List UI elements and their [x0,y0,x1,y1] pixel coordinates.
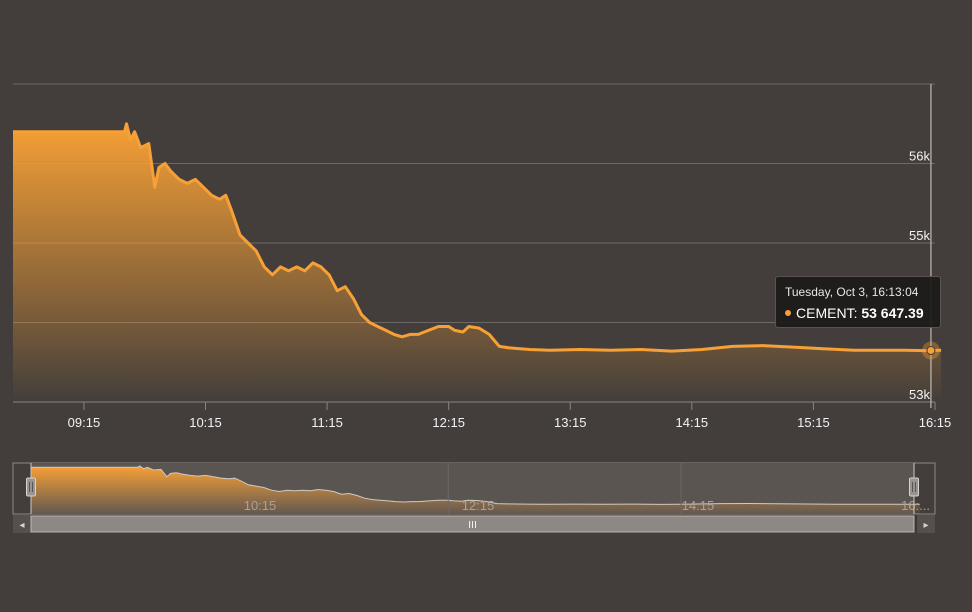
navigator-label: 12:15 [462,498,495,513]
scrollbar-grip-icon: III [468,520,477,531]
y-tick-label: 55k [909,228,930,243]
navigator-label: 10:15 [244,498,277,513]
navigator-line [31,465,920,505]
x-tick-label: 10:15 [189,415,222,430]
y-tick-label: 53k [909,387,930,402]
navigator-label: 14:15 [682,498,715,513]
scroll-left-arrow-icon: ◂ [19,520,24,531]
tooltip-value: 53 647.39 [861,305,924,321]
x-tick-label: 13:15 [554,415,587,430]
x-axis: 09:15 10:15 11:15 12:15 13:15 14:15 15:15 16:15 [68,402,952,430]
x-tick-label: 09:15 [68,415,101,430]
tooltip-series-line: CEMENT: 53 647.39 [785,305,932,321]
hover-point[interactable] [926,346,936,356]
x-tick-label: 12:15 [432,415,465,430]
series-area [13,123,942,403]
navigator-label: 16:... [901,498,930,513]
tooltip-series-name: CEMENT [796,305,854,321]
x-tick-label: 15:15 [797,415,830,430]
navigator-area [31,466,920,514]
tooltip-date: Tuesday, Oct 3, 16:13:04 [785,285,919,299]
scrollbar-right-button[interactable] [917,515,935,533]
x-tick-label: 14:15 [676,415,709,430]
y-tick-label: 56k [909,149,930,164]
navigator[interactable]: 10:15 12:15 14:15 16:... ◂ ▸ III [12,462,936,533]
series-dot-icon [785,310,791,317]
x-tick-label: 16:15 [919,415,952,430]
series-line [13,122,942,353]
plot-area[interactable] [13,84,942,408]
y-axis: 53k 55k 56k [909,149,930,403]
scrollbar-left-button[interactable] [13,515,31,533]
x-tick-label: 11:15 [311,415,343,430]
scrollbar-thumb[interactable] [30,515,915,533]
navigator-left-handle[interactable] [26,477,36,497]
tooltip-separator: : [853,305,862,321]
scroll-right-arrow-icon: ▸ [923,520,928,531]
navigator-right-handle[interactable] [909,477,919,497]
tooltip: Tuesday, Oct 3, 16:13:04 CEMENT: 53 647.… [775,276,941,328]
